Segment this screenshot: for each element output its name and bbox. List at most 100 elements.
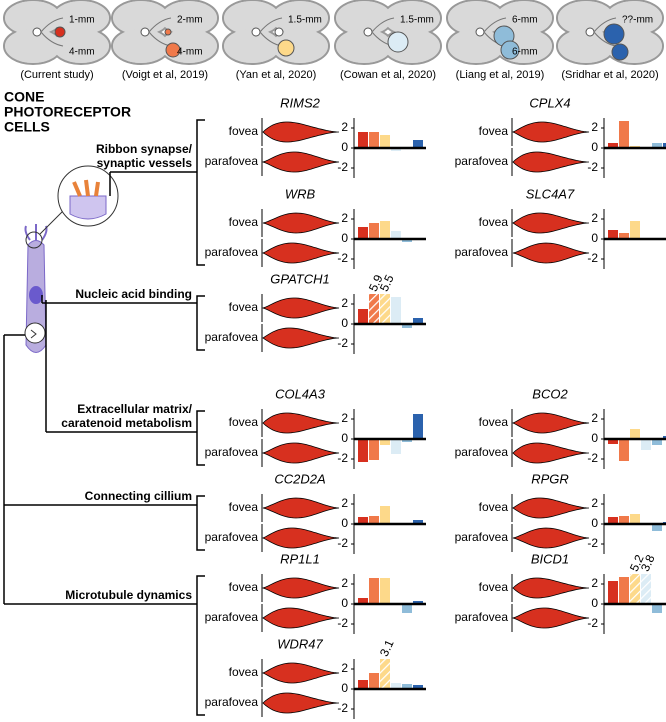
bar — [402, 604, 412, 613]
condition-label: fovea — [229, 124, 259, 138]
category-label: Ribbon synapse/ — [96, 142, 193, 156]
eye-fill — [496, 1, 552, 35]
y-tick-label: 2 — [341, 496, 348, 510]
bar-hatch — [641, 574, 651, 604]
eye-caption: (Yan et al, 2020) — [236, 69, 317, 81]
gene-title: RIMS2 — [280, 95, 321, 110]
eye-label: 1.5-mm — [288, 15, 322, 26]
violin — [262, 327, 340, 349]
bar — [391, 231, 401, 239]
bar — [391, 148, 401, 151]
violin — [261, 442, 340, 464]
y-tick-label: 2 — [591, 496, 598, 510]
gene-panel: BCO2 fovea parafovea -2 0 2 — [455, 386, 666, 469]
eye-fill — [384, 1, 440, 35]
violin — [511, 607, 590, 629]
gene-panel: BICD1 fovea parafovea -2 0 2 5.23.8 — [455, 551, 666, 634]
group-bracket — [196, 119, 205, 266]
gene-title: SLC4A7 — [526, 186, 575, 201]
category-label: Extracellular matrix/ — [77, 402, 192, 416]
eye-caption: (Current study) — [20, 69, 93, 81]
condition-label: fovea — [229, 215, 259, 229]
optic-disc — [32, 27, 42, 37]
eye-fill — [161, 1, 217, 35]
violin — [512, 527, 590, 549]
eye-label: 2-mm — [177, 15, 203, 26]
gene-title: BCO2 — [532, 386, 568, 401]
eye-diagram: 6-mm 6-mm — [446, 0, 554, 65]
bar — [358, 598, 368, 604]
bar — [380, 439, 390, 445]
y-tick-label: -2 — [337, 616, 348, 630]
violin — [262, 607, 340, 629]
y-tick-label: 2 — [591, 120, 598, 134]
bar — [413, 318, 423, 324]
condition-label: fovea — [229, 580, 259, 594]
y-tick-label: 2 — [591, 576, 598, 590]
gene-panel: SLC4A7 fovea parafovea -2 0 2 — [455, 186, 666, 269]
y-tick-label: 2 — [341, 211, 348, 225]
condition-label: fovea — [229, 300, 259, 314]
violin — [512, 121, 590, 143]
bar — [380, 506, 390, 524]
category-label: Nucleic acid binding — [75, 287, 192, 301]
bar — [380, 578, 390, 604]
violin — [262, 662, 340, 684]
gene-title: WRB — [285, 186, 316, 201]
eye-fill — [53, 29, 109, 63]
bar — [369, 132, 379, 148]
y-tick-label: 0 — [341, 140, 348, 154]
y-tick-label: -2 — [587, 160, 598, 174]
y-tick-label: 0 — [341, 231, 348, 245]
eye-label: 4-mm — [69, 47, 95, 58]
bar — [619, 516, 629, 524]
bar-value-label: 5.9 — [366, 272, 386, 293]
gene-title: WDR47 — [277, 636, 323, 651]
vessels — [593, 17, 617, 47]
y-tick-label: -2 — [337, 536, 348, 550]
bar — [369, 223, 379, 239]
y-tick-label: 0 — [591, 140, 598, 154]
eye-diagram: 1-mm 4-mm — [3, 0, 111, 65]
bar — [358, 680, 368, 689]
y-tick-label: -2 — [337, 160, 348, 174]
bar — [413, 520, 423, 524]
bar-hatch — [380, 294, 390, 324]
bar — [369, 578, 379, 604]
condition-label: parafovea — [205, 445, 259, 459]
category-label: Microtubule dynamics — [65, 588, 192, 602]
group-bracket — [196, 295, 205, 351]
optic-disc — [585, 27, 595, 37]
bar — [608, 581, 618, 604]
violin — [262, 121, 340, 143]
violin — [261, 151, 340, 173]
y-tick-label: 0 — [341, 681, 348, 695]
vessels — [40, 17, 64, 47]
y-tick-label: 2 — [591, 411, 598, 425]
condition-label: fovea — [229, 415, 259, 429]
group-bracket — [196, 495, 205, 551]
bar — [358, 132, 368, 148]
sample-region — [611, 43, 629, 61]
condition-label: parafovea — [455, 154, 509, 168]
bar-value-label: 5.2 — [627, 552, 647, 573]
violin — [512, 442, 590, 464]
eye-diagram: 1.5-mm — [334, 0, 442, 65]
bar — [391, 297, 401, 324]
cell-title: CELLS — [4, 119, 50, 135]
violin — [262, 497, 340, 519]
eye-label: 1-mm — [69, 15, 95, 26]
violin — [262, 412, 340, 434]
eye-caption: (Sridhar et al, 2020) — [561, 69, 658, 81]
bar — [608, 517, 618, 524]
eye-fill — [5, 29, 61, 63]
optic-disc — [251, 27, 261, 37]
bar-value-label: 3.1 — [377, 637, 397, 658]
sample-region — [500, 40, 520, 60]
condition-label: parafovea — [205, 695, 259, 709]
bar — [391, 439, 401, 454]
gene-title: CPLX4 — [529, 95, 570, 110]
gene-panel: WDR47 fovea parafovea -2 0 2 3.1 — [205, 636, 426, 719]
bar — [369, 673, 379, 689]
